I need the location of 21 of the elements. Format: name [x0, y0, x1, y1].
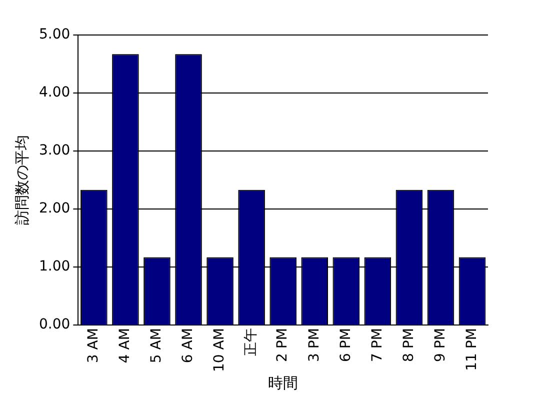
y-tick-label: 3.00 [39, 142, 70, 159]
x-tick-label: 7 PM [369, 328, 386, 362]
x-tick-label: 5 AM [148, 328, 165, 364]
x-tick-label: 10 AM [212, 328, 228, 372]
x-tick-label: 4 AM [117, 328, 134, 364]
y-axis-title: 訪問数の平均 [12, 135, 31, 226]
x-tick-label: 2 PM [274, 328, 291, 362]
x-tick-label: 3 PM [306, 328, 322, 362]
y-tick-label: 4.00 [39, 84, 70, 101]
y-tick-label: 0.00 [39, 316, 70, 333]
x-tick-label: 正午 [243, 328, 260, 356]
y-tick-label: 2.00 [39, 200, 70, 217]
y-tick-label: 5.00 [39, 26, 70, 43]
x-tick-label: 6 AM [180, 328, 196, 364]
x-tick-label: 11 PM [464, 328, 480, 371]
y-tick-label: 1.00 [39, 258, 70, 275]
x-tick-label: 3 AM [86, 328, 102, 364]
x-tick-label: 6 PM [338, 328, 354, 362]
x-axis-title: 時間 [268, 374, 298, 392]
x-tick-label: 9 PM [432, 328, 448, 362]
x-tick-label: 8 PM [400, 328, 417, 362]
